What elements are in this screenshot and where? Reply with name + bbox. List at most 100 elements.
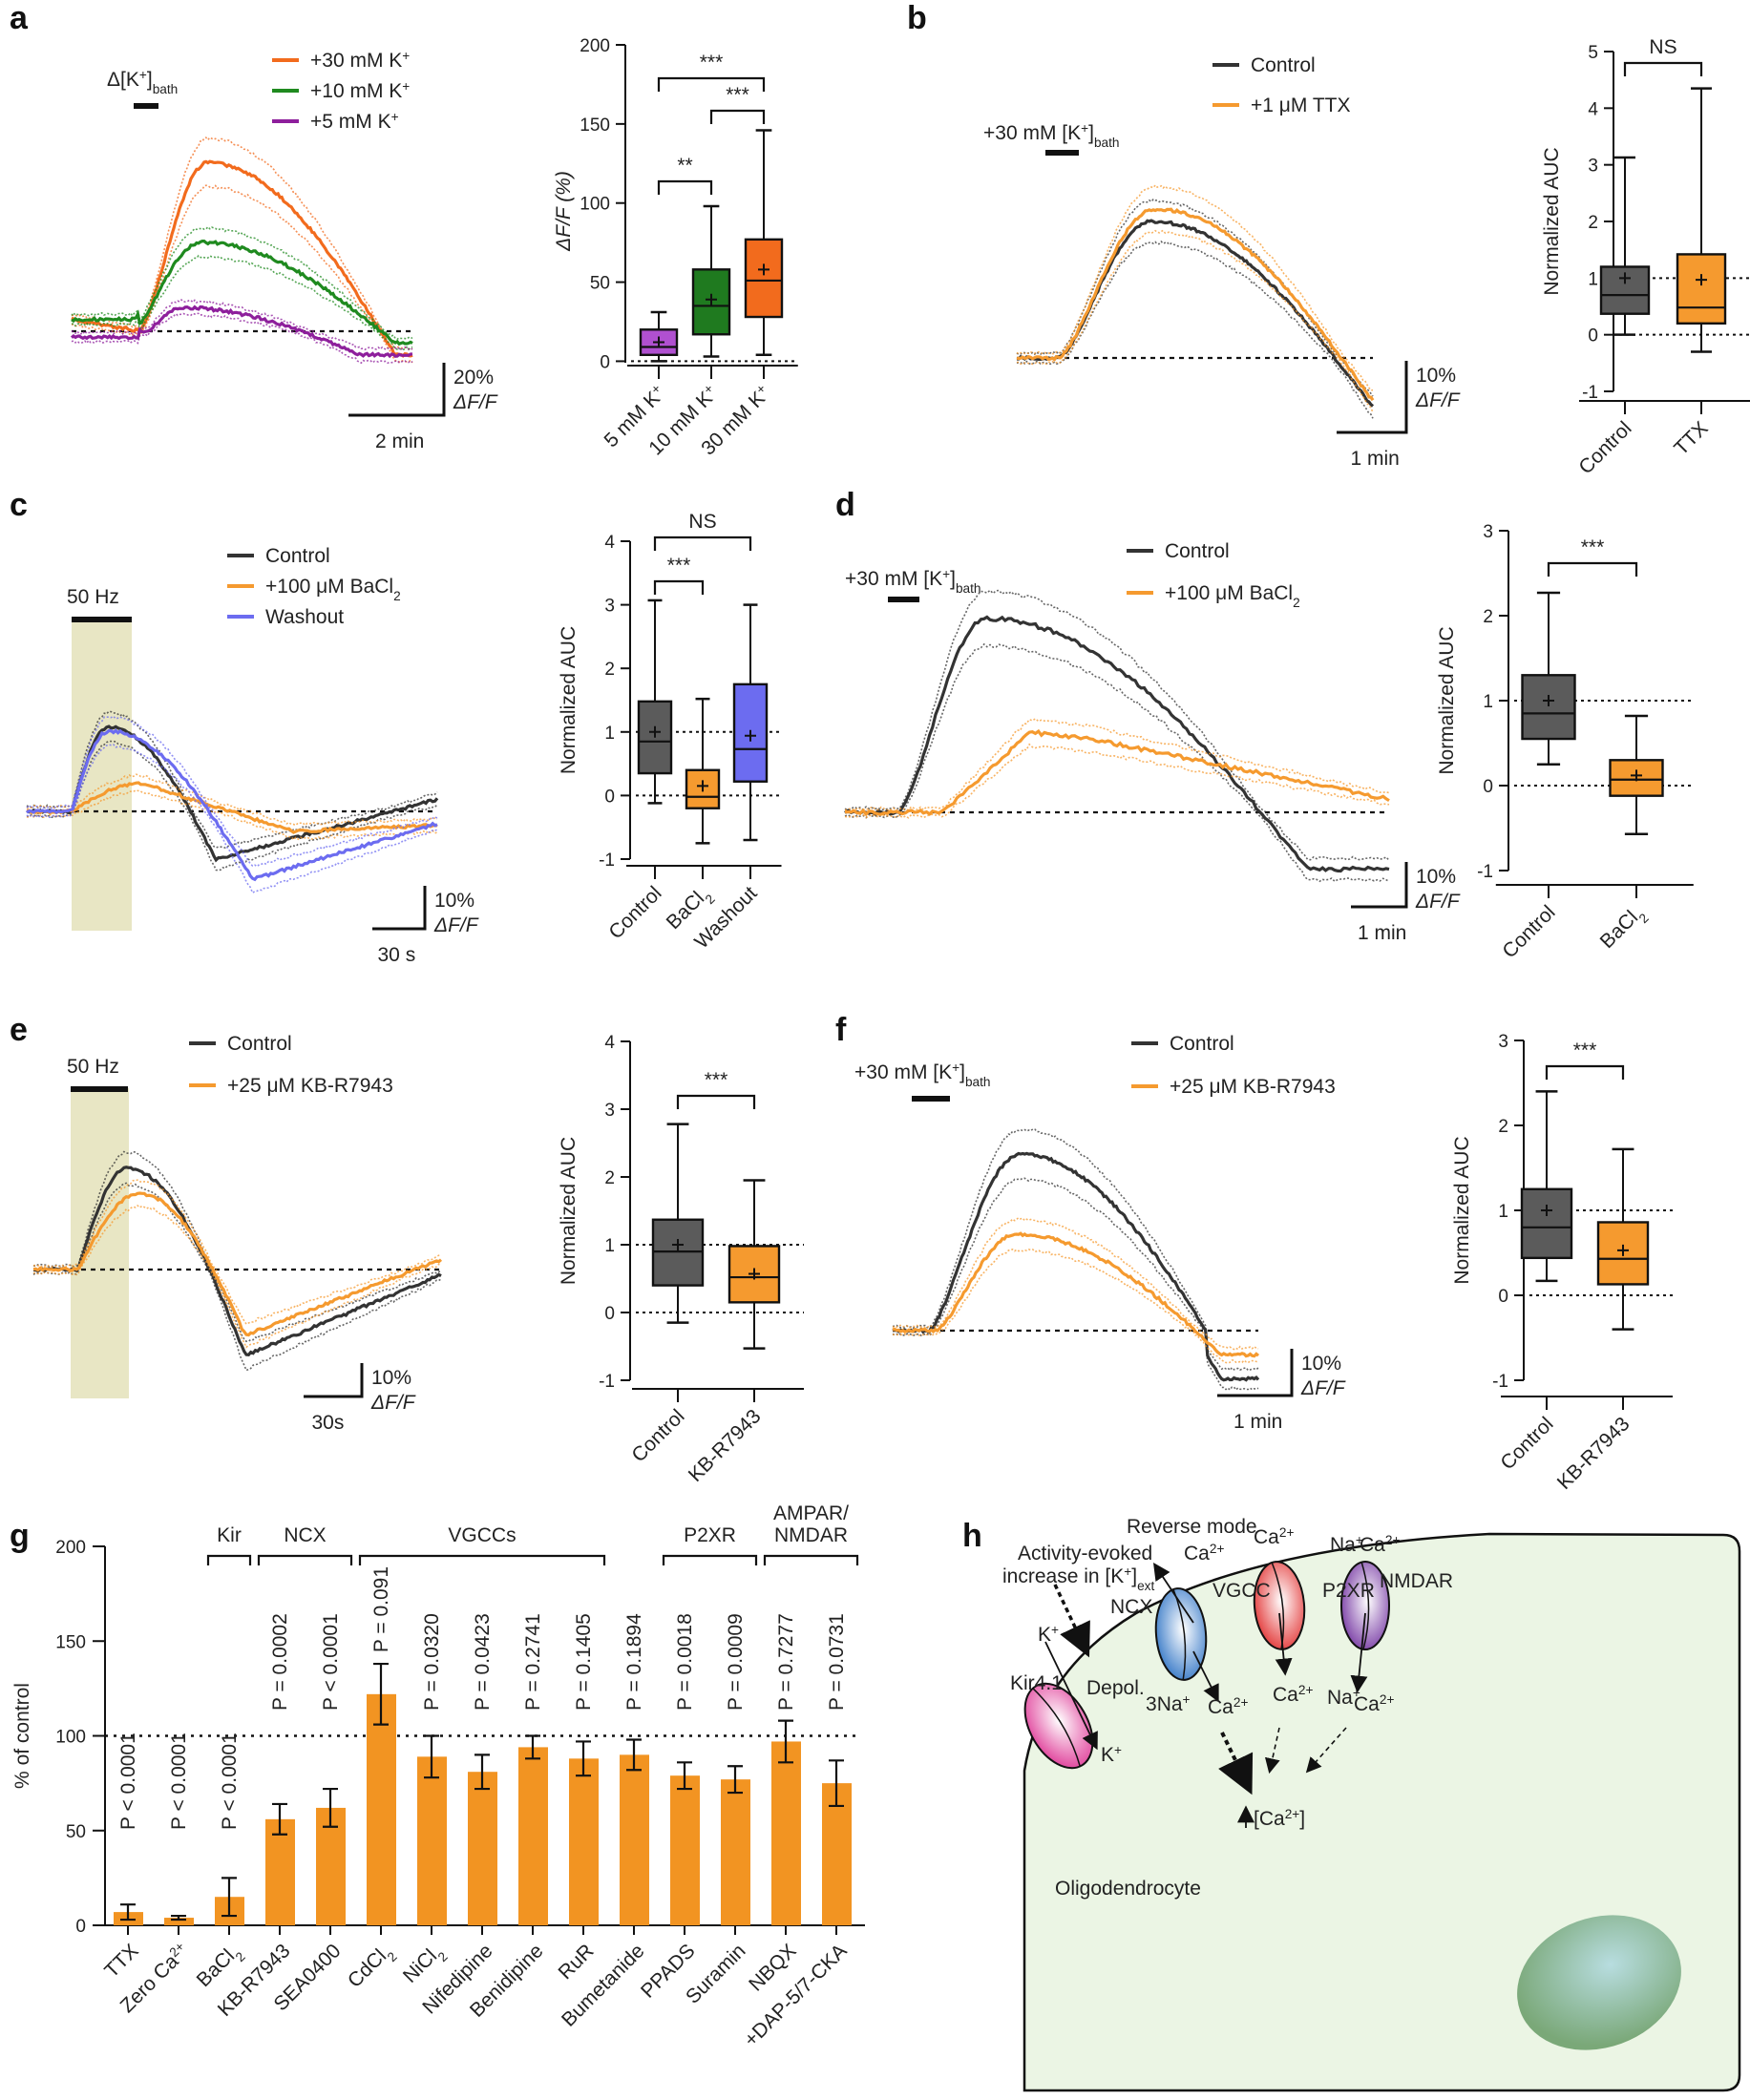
label-ncx-na-in: 3Na+	[1146, 1692, 1191, 1716]
box-BaCl2: BaCl2	[1596, 714, 1664, 953]
sem-lower-0	[32, 1182, 442, 1372]
y-tick-label: 0	[1498, 1287, 1508, 1307]
sem-upper-0	[32, 1150, 442, 1343]
panel-label-h: h	[962, 1518, 982, 1554]
y-tick-label: 50	[590, 274, 610, 294]
group-label: VGCCs	[448, 1524, 516, 1546]
bar	[468, 1772, 497, 1925]
bar	[417, 1756, 447, 1925]
y-axis-label: Normalized AUC	[1436, 626, 1458, 774]
p-value-label: P = 0.1894	[623, 1613, 645, 1711]
label-ncx: NCX	[1110, 1596, 1152, 1618]
label-ca-rise: [Ca2+]	[1254, 1807, 1305, 1831]
y-axis-label: ΔF/F (%)	[553, 171, 575, 252]
y-tick-label: -1	[599, 850, 615, 871]
scale-bar	[372, 886, 427, 931]
mean-marker	[1543, 695, 1554, 706]
f-trace-panel: +30 mM [K+]bath Control +25 μM KB-R7943 10%…	[854, 1033, 1346, 1433]
scale-bar	[348, 363, 446, 417]
error-bar	[727, 1765, 743, 1795]
group-label: NCX	[284, 1524, 326, 1546]
sem-lower-0	[71, 184, 413, 364]
sem-lower-1	[26, 789, 438, 841]
scale-bar-x-label: 1 min	[1351, 448, 1400, 470]
sem-lower-2	[71, 312, 413, 365]
error-bar	[576, 1740, 591, 1777]
significance-label: ***	[705, 1069, 728, 1091]
scale-bar-y-unit: ΔF/F	[370, 1392, 416, 1414]
y-tick-label: 3	[604, 1101, 615, 1121]
scale-bar-y-value: 10%	[1416, 866, 1456, 888]
error-bar	[373, 1662, 389, 1726]
significance-bracket	[653, 579, 705, 595]
significance-label: NS	[688, 511, 716, 533]
box-Control: Control	[1574, 156, 1651, 478]
stimulus-label: Δ[K+]bath	[107, 68, 178, 96]
significance-label: ***	[726, 84, 749, 106]
y-tick-label: 2	[604, 660, 615, 680]
mean-marker	[672, 1239, 684, 1250]
x-tick-label: KB-R7943	[1553, 1413, 1634, 1494]
bar-group: RuR P = 0.1405	[555, 1613, 599, 1984]
annotation-activity-line1: Activity-evoked	[1018, 1543, 1152, 1564]
p-value-label: P = 0.1405	[573, 1613, 595, 1711]
sem-lower-1	[844, 743, 1390, 819]
label-p2xr: P2XR	[1322, 1580, 1375, 1602]
bar	[367, 1693, 396, 1925]
error-bar	[677, 1761, 692, 1791]
group-label: AMPAR/	[773, 1502, 849, 1524]
y-tick-label: 0	[600, 352, 610, 372]
stimulus-label: +30 mM [K+]bath	[854, 1060, 991, 1089]
legend-label: Control	[227, 1033, 292, 1055]
y-tick-label: 3	[1483, 522, 1493, 542]
ncx-na-out-arrow	[1153, 1563, 1194, 1624]
mean-marker	[653, 336, 664, 348]
error-bar	[778, 1719, 793, 1764]
p-value-label: P < 0.0001	[219, 1732, 241, 1830]
label-nmdar: NMDAR	[1380, 1570, 1453, 1592]
significance-bracket	[653, 536, 752, 551]
box-TTX: TTX	[1670, 87, 1727, 460]
trace-line-1	[892, 1231, 1260, 1358]
sem-lower-1	[33, 1204, 442, 1349]
error-bar	[626, 1738, 642, 1772]
scale-bar-x-label: 30 s	[378, 944, 416, 966]
panel-label-b: b	[907, 0, 927, 36]
trace-line-1	[26, 781, 438, 834]
panel-label-e: e	[10, 1012, 28, 1048]
y-axis-label: Normalized AUC	[558, 1137, 580, 1285]
y-tick-label: 150	[55, 1632, 86, 1652]
y-tick-label: 150	[580, 116, 610, 136]
y-tick-label: 0	[1483, 777, 1493, 797]
y-tick-label: 0	[1588, 326, 1598, 346]
y-tick-label: 3	[1588, 157, 1598, 177]
vgcc-to-ca-arrow	[1264, 1727, 1280, 1774]
x-tick-label: Control	[1496, 1413, 1557, 1474]
label-vgcc: VGCC	[1212, 1580, 1271, 1602]
scale-bar-x-label: 1 min	[1233, 1411, 1282, 1433]
y-tick-label: -1	[1492, 1372, 1508, 1392]
scale-bar	[1217, 1349, 1294, 1397]
significance-label: NS	[1649, 36, 1676, 58]
y-tick-label: 200	[580, 36, 610, 56]
y-tick-label: -1	[599, 1372, 615, 1392]
label-vgcc-ca-top: Ca2+	[1254, 1525, 1294, 1549]
box-iqr	[1521, 674, 1576, 741]
p-value-label: P = 0.7277	[775, 1613, 797, 1711]
stimulus-bar	[72, 617, 132, 622]
trace-line-1	[32, 1191, 443, 1337]
kir-k-arrow	[1044, 1641, 1098, 1751]
channel-pore-line	[1032, 1687, 1081, 1767]
box-Control: Control	[627, 1123, 705, 1466]
stimulus-label: +30 mM [K+]bath	[845, 567, 981, 596]
stimulus-bar	[71, 1086, 128, 1092]
stimulus-bar	[888, 597, 919, 602]
ncx-ca-in-arrow	[1192, 1650, 1219, 1703]
label-kir-k-out: K+	[1101, 1743, 1122, 1767]
scale-bar-y-value: 10%	[371, 1367, 411, 1389]
legend-label: Control	[265, 545, 330, 567]
panel-label-g: g	[10, 1518, 30, 1554]
scale-bar-y-value: 10%	[1301, 1353, 1341, 1375]
